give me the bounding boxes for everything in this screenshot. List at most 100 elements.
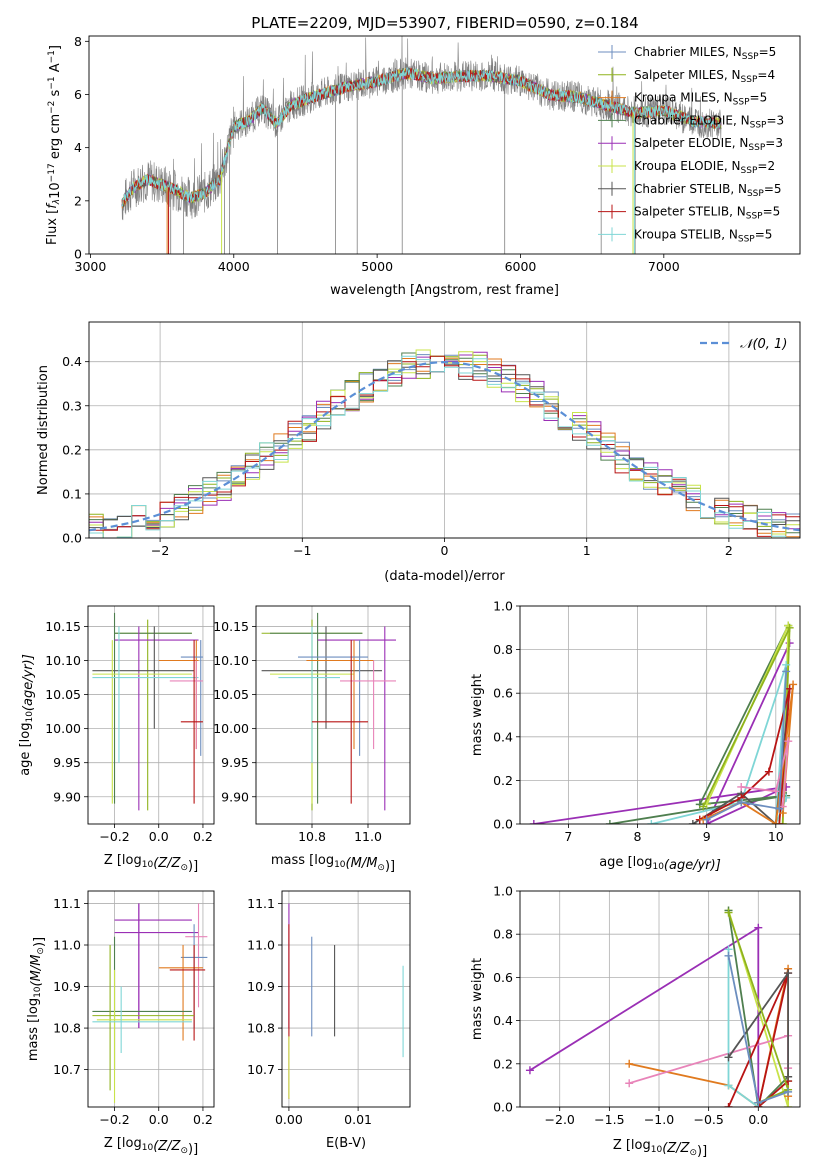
axes-frame	[255, 605, 411, 825]
weight-marker	[724, 951, 733, 960]
x-tick-label: 4000	[218, 259, 250, 274]
weight-series	[609, 625, 790, 824]
y-tick-label: 2	[74, 193, 82, 208]
weight-marker	[778, 820, 787, 824]
y-tick-label: 10.10	[213, 653, 249, 668]
weight-marker	[688, 820, 697, 824]
x-tick-label: 0.2	[193, 1112, 213, 1127]
weight-marker	[754, 923, 763, 932]
y-tick-label: 10.05	[213, 687, 249, 702]
x-tick-label: 7	[564, 829, 572, 844]
x-axis-label: E(B-V)	[326, 1136, 366, 1151]
legend-label: 𝒩(0, 1)	[740, 337, 787, 352]
legend-label: Chabrier MILES, NSSP=5	[634, 45, 776, 62]
axes-frame	[519, 890, 801, 1108]
y-tick-label: 11.0	[247, 938, 275, 953]
x-tick-label: 8	[634, 829, 642, 844]
x-tick-label: −2.0	[545, 1112, 575, 1127]
axes-frame	[519, 605, 801, 825]
y-tick-label: 10.15	[213, 619, 249, 634]
y-tick-label: 10.05	[45, 687, 81, 702]
weight-marker	[699, 802, 708, 811]
y-tick-label: 0	[74, 247, 82, 262]
spectrum-panel: 3000 4000 5000 6000 7000 0 2 4 6 8 wavelength [Ang…	[45, 34, 801, 298]
y-tick-label: 0.2	[62, 442, 82, 457]
mass-vs-EBV-panel: 0.00 0.01 10.7 10.8 10.9 11.0 11.1 E(B-V)	[247, 890, 411, 1151]
weight-marker	[782, 667, 791, 676]
y-tick-label: 0.2	[493, 773, 513, 788]
y-axis-label: age [log10(age/yr)]	[18, 654, 36, 776]
x-axis-label: Z [log10(Z/Z⊙)]	[613, 1138, 707, 1159]
weight-series	[651, 664, 788, 824]
legend-label: Salpeter ELODIE, NSSP=3	[634, 136, 783, 153]
y-tick-label: 10.9	[53, 979, 81, 994]
y-tick-label: 11.1	[247, 896, 275, 911]
weight-marker	[784, 1103, 793, 1107]
weight-marker	[647, 820, 656, 824]
weight-marker	[784, 1072, 793, 1081]
y-tick-label: 11.0	[53, 938, 81, 953]
x-axis-label: Z [log10(Z/Z⊙)]	[104, 853, 198, 874]
x-axis-label: age [log10(age/yr)]	[599, 855, 721, 873]
y-tick-label: 0.4	[62, 354, 82, 369]
weight-marker	[789, 680, 798, 689]
weight-marker	[784, 1087, 793, 1096]
weight-marker	[737, 798, 746, 807]
weight-series	[533, 642, 791, 824]
y-tick-label: 9.90	[53, 789, 81, 804]
weight-marker	[771, 787, 780, 796]
y-tick-label: 10.7	[247, 1062, 275, 1077]
legend-label: Salpeter MILES, NSSP=4	[634, 68, 775, 85]
y-tick-label: 0.8	[493, 642, 513, 657]
axes-frame	[88, 35, 801, 255]
weight-marker	[737, 782, 746, 791]
error-bars	[92, 612, 203, 811]
error-bars	[261, 612, 396, 811]
x-tick-label: −2	[151, 543, 169, 558]
histograms	[89, 349, 800, 538]
weight-vs-Z-panel: −2.0 −1.5 −1.0 −0.5 0.0 0.0 0.2 0.4 0.6 0.8 1.0 Z […	[470, 884, 801, 1159]
figure-title: PLATE=2209, MJD=53907, FIBERID=0590, z=0…	[251, 14, 638, 32]
weight-marker	[754, 1098, 763, 1107]
y-tick-label: 6	[74, 87, 82, 102]
weight-marker	[764, 767, 773, 776]
weight-marker	[771, 820, 780, 824]
weight-series	[529, 926, 760, 1107]
legend-label: Kroupa MILES, NSSP=5	[634, 91, 767, 108]
x-tick-label: 6000	[505, 259, 537, 274]
weight-marker	[525, 1066, 534, 1075]
y-tick-label: 0.4	[493, 1013, 513, 1028]
y-tick-label: 0.4	[493, 729, 513, 744]
x-axis-label: wavelength [Angstrom, rest frame]	[330, 283, 559, 298]
histogram-series	[89, 355, 800, 538]
legend-label: Kroupa ELODIE, NSSP=2	[634, 159, 775, 176]
y-tick-label: 9.90	[221, 789, 249, 804]
age-vs-Z-panel: −0.2 0.0 0.2 9.90 9.95 10.00 10.05 10.10 10.15 Z …	[18, 605, 215, 874]
y-axis-label: mass [log10(M/M⊙)]	[26, 937, 47, 1061]
x-tick-label: −1	[293, 543, 311, 558]
y-tick-label: 10.00	[45, 721, 81, 736]
residuals-panel: −2 −1 0 1 2 0.0 0.1 0.2 0.3 0.4 (data-model)/error…	[36, 321, 801, 584]
y-tick-label: 4	[74, 140, 82, 155]
legend-label: Kroupa STELIB, NSSP=5	[634, 227, 772, 244]
y-tick-label: 0.0	[493, 1100, 513, 1115]
weight-marker	[529, 820, 538, 824]
y-tick-label: 1.0	[493, 599, 513, 614]
weight-series	[727, 972, 789, 1107]
y-tick-label: 9.95	[53, 755, 81, 770]
weight-marker	[775, 820, 784, 824]
x-tick-label: −0.2	[99, 829, 129, 844]
axes-frame	[87, 890, 215, 1108]
weight-marker	[784, 969, 793, 978]
weight-series	[702, 627, 791, 824]
x-tick-label: 0.01	[344, 1112, 372, 1127]
legend-label: Chabrier ELODIE, NSSP=3	[634, 113, 784, 130]
x-tick-label: 0.2	[193, 829, 213, 844]
x-tick-label: −1.0	[644, 1112, 674, 1127]
x-axis-label: Z [log10(Z/Z⊙)]	[104, 1136, 198, 1157]
y-axis-label: Flux [fλ10−17 erg cm−2 s−1 A−1]	[45, 45, 63, 245]
weight-lines	[525, 906, 793, 1107]
x-tick-label: −0.5	[693, 1112, 723, 1127]
x-axis-label: mass [log10(M/M⊙)]	[271, 853, 395, 874]
